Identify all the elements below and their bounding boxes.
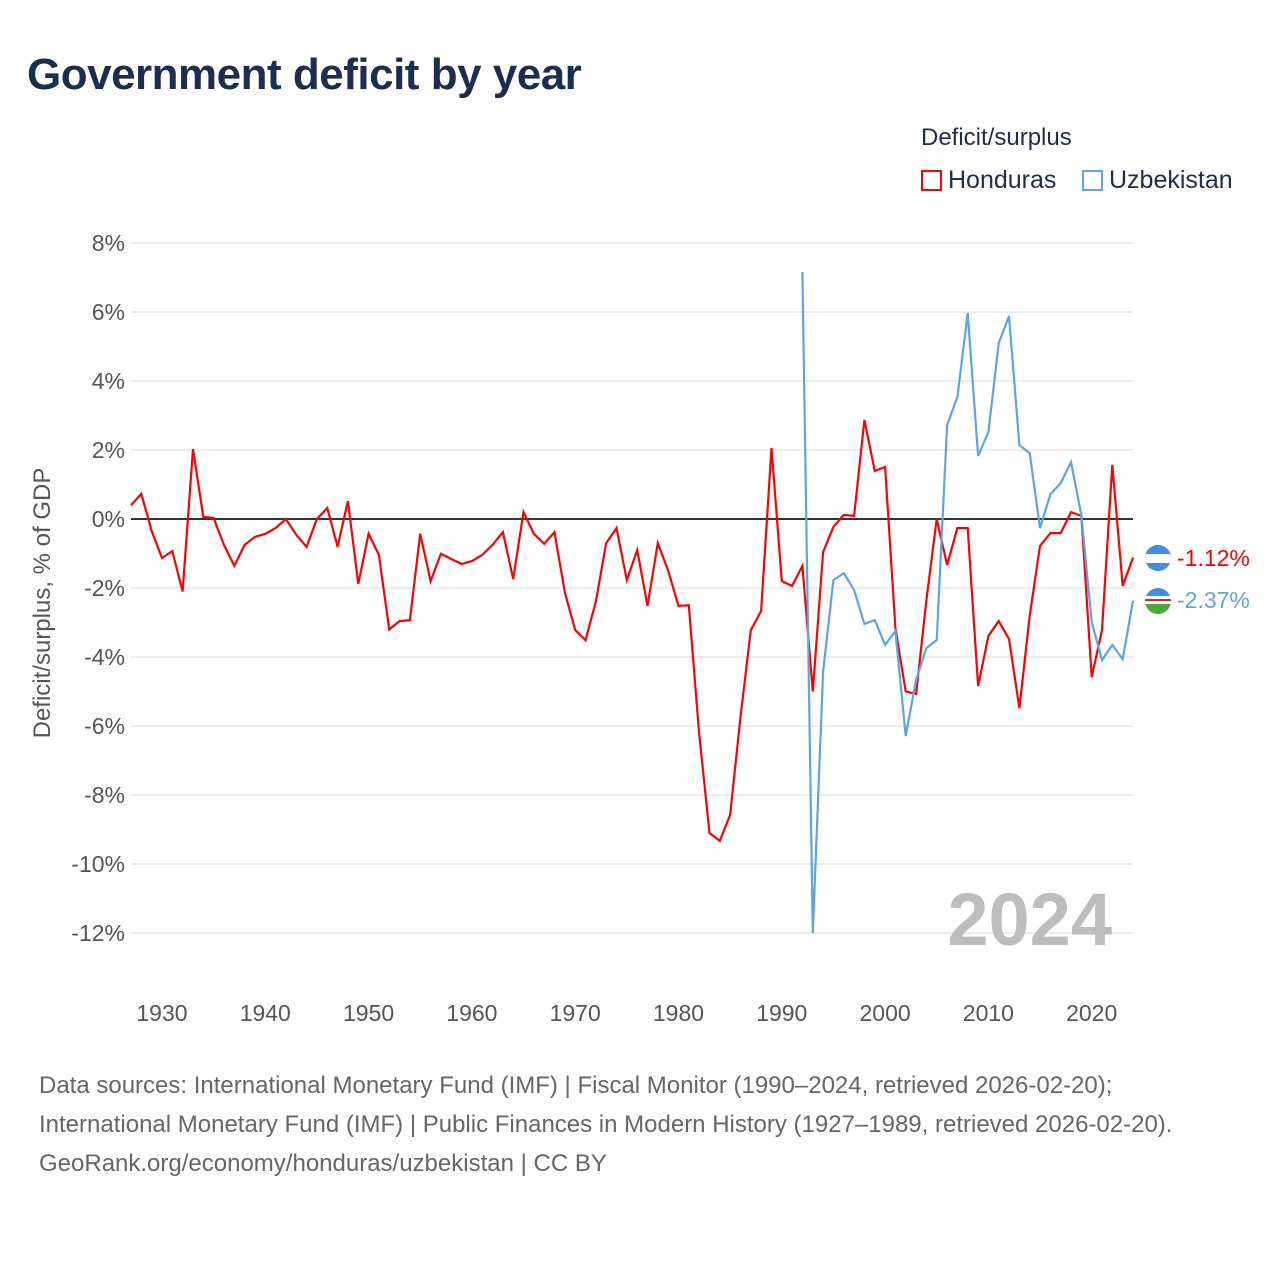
x-tick-label: 1950 <box>343 1000 394 1026</box>
legend-label-honduras: Honduras <box>948 166 1057 194</box>
uzbekistan-end-label: -2.37% <box>1177 587 1250 613</box>
x-tick-label: 2000 <box>859 1000 910 1026</box>
data-sources: Data sources: International Monetary Fun… <box>39 1072 1173 1138</box>
year-watermark: 2024 <box>947 878 1112 961</box>
y-tick-label: -2% <box>84 575 125 601</box>
chart-title: Government deficit by year <box>27 50 582 99</box>
x-tick-label: 1940 <box>240 1000 291 1026</box>
x-tick-label: 2010 <box>963 1000 1014 1026</box>
y-tick-label: -4% <box>84 644 125 670</box>
x-tick-label: 2020 <box>1066 1000 1117 1026</box>
y-tick-label: 0% <box>92 506 125 532</box>
line-chart: 8% 6% 4% 2% 0% -2% -4% -6% -8% -10% -12% 1930 1940 19… <box>29 230 1250 1026</box>
legend-title: Deficit/surplus <box>921 124 1072 151</box>
x-tick-label: 1980 <box>653 1000 704 1026</box>
legend-swatch-uzbekistan <box>1082 170 1103 191</box>
x-tick-label: 1970 <box>550 1000 601 1026</box>
y-tick-label: -12% <box>71 920 125 946</box>
legend-item-honduras[interactable]: Honduras <box>921 166 1056 195</box>
x-tick-label: 1990 <box>756 1000 807 1026</box>
y-tick-label: 6% <box>92 299 125 325</box>
y-axis-label: Deficit/surplus, % of GDP <box>29 468 56 739</box>
honduras-flag-icon <box>1145 545 1171 571</box>
y-tick-label: -8% <box>84 782 125 808</box>
x-tick-label: 1960 <box>446 1000 497 1026</box>
source-link[interactable]: GeoRank.org/economy/honduras/uzbekistan … <box>39 1150 607 1177</box>
legend-swatch-honduras <box>921 170 942 191</box>
y-tick-label: 8% <box>92 230 125 256</box>
series-line-uzbekistan[interactable] <box>801 271 1135 934</box>
footer: Data sources: International Monetary Fun… <box>39 1066 1239 1183</box>
x-tick-label: 1930 <box>136 1000 187 1026</box>
y-tick-label: -10% <box>71 851 125 877</box>
y-tick-label: 2% <box>92 437 125 463</box>
honduras-end-label: -1.12% <box>1177 545 1250 571</box>
y-tick-label: -6% <box>84 713 125 739</box>
legend-label-uzbekistan: Uzbekistan <box>1109 166 1233 194</box>
legend-item-uzbekistan[interactable]: Uzbekistan <box>1082 166 1233 195</box>
y-tick-label: 4% <box>92 368 125 394</box>
series-line-honduras[interactable] <box>130 419 1135 843</box>
uzbekistan-flag-icon <box>1145 588 1171 614</box>
